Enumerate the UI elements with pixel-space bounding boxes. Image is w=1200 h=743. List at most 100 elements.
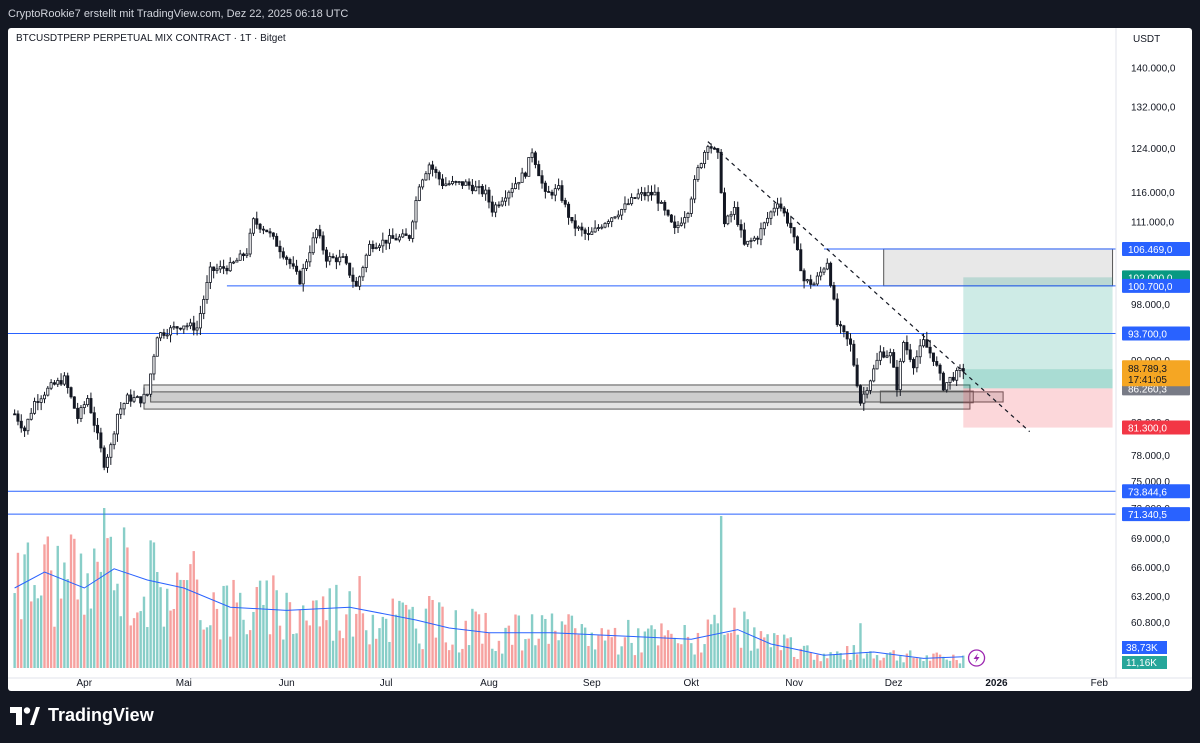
- candle[interactable]: [527, 157, 531, 177]
- candle[interactable]: [912, 357, 916, 375]
- candle[interactable]: [92, 406, 96, 433]
- candle[interactable]: [812, 281, 816, 286]
- candle[interactable]: [610, 217, 614, 228]
- candle[interactable]: [36, 394, 40, 411]
- candle[interactable]: [530, 148, 534, 163]
- candle[interactable]: [62, 372, 66, 387]
- candle[interactable]: [348, 262, 352, 278]
- candle[interactable]: [616, 210, 620, 220]
- candle[interactable]: [23, 425, 27, 437]
- candle[interactable]: [829, 261, 833, 288]
- candle[interactable]: [228, 257, 232, 272]
- candle[interactable]: [583, 227, 587, 240]
- candle[interactable]: [318, 224, 322, 239]
- candle[interactable]: [772, 202, 776, 217]
- candle[interactable]: [580, 222, 584, 237]
- candle[interactable]: [659, 200, 663, 204]
- plot-area[interactable]: [8, 141, 1116, 668]
- candle[interactable]: [958, 364, 962, 378]
- candle[interactable]: [649, 185, 653, 201]
- candle[interactable]: [457, 181, 461, 186]
- candle[interactable]: [16, 410, 20, 426]
- candle[interactable]: [411, 219, 415, 243]
- candle[interactable]: [29, 407, 33, 421]
- candle[interactable]: [378, 243, 382, 251]
- candle[interactable]: [341, 253, 345, 258]
- candle[interactable]: [878, 345, 882, 366]
- stop-price-badge[interactable]: [1122, 420, 1190, 435]
- candle[interactable]: [623, 196, 627, 213]
- candle[interactable]: [314, 228, 318, 244]
- candle[interactable]: [66, 372, 70, 394]
- candle[interactable]: [470, 179, 474, 195]
- candle[interactable]: [882, 347, 886, 359]
- candle[interactable]: [520, 167, 524, 183]
- candle[interactable]: [822, 267, 826, 276]
- candle[interactable]: [215, 263, 219, 274]
- candle[interactable]: [533, 150, 537, 169]
- candle[interactable]: [401, 229, 405, 239]
- candle[interactable]: [106, 454, 110, 473]
- candle[interactable]: [921, 333, 925, 348]
- candle[interactable]: [99, 427, 103, 453]
- candle[interactable]: [779, 197, 783, 212]
- candle[interactable]: [298, 269, 302, 285]
- candle[interactable]: [397, 233, 401, 243]
- candle[interactable]: [265, 229, 269, 233]
- candle[interactable]: [431, 160, 435, 177]
- candle[interactable]: [338, 249, 342, 266]
- candle[interactable]: [291, 256, 295, 270]
- candle[interactable]: [868, 379, 872, 395]
- candle[interactable]: [484, 184, 488, 201]
- candle[interactable]: [746, 240, 750, 247]
- candle[interactable]: [666, 209, 670, 217]
- candle[interactable]: [182, 325, 186, 334]
- candle[interactable]: [560, 180, 564, 203]
- candle[interactable]: [596, 224, 600, 232]
- candle[interactable]: [776, 197, 780, 216]
- candle[interactable]: [242, 252, 246, 261]
- candle[interactable]: [955, 367, 959, 386]
- candle[interactable]: [384, 239, 388, 250]
- candle[interactable]: [902, 340, 906, 364]
- candle[interactable]: [537, 160, 541, 177]
- candle[interactable]: [938, 363, 942, 381]
- candle[interactable]: [752, 235, 756, 242]
- candle[interactable]: [69, 386, 73, 399]
- tradingview-logo[interactable]: TradingView: [10, 705, 154, 726]
- candle[interactable]: [785, 209, 789, 227]
- candle[interactable]: [908, 343, 912, 363]
- candle[interactable]: [159, 331, 163, 342]
- candle[interactable]: [368, 240, 372, 256]
- candle[interactable]: [756, 235, 760, 245]
- candle[interactable]: [208, 261, 212, 290]
- zone-box-1[interactable]: [150, 391, 1004, 403]
- candle[interactable]: [769, 210, 773, 226]
- candle[interactable]: [26, 418, 30, 435]
- candle[interactable]: [162, 328, 166, 339]
- candle[interactable]: [749, 237, 753, 249]
- candle[interactable]: [480, 183, 484, 197]
- candle[interactable]: [56, 377, 60, 388]
- candle[interactable]: [414, 196, 418, 230]
- candle[interactable]: [782, 206, 786, 217]
- candle[interactable]: [693, 175, 697, 204]
- zone-box-0[interactable]: [143, 384, 971, 410]
- candle[interactable]: [308, 245, 312, 267]
- candle[interactable]: [417, 184, 421, 202]
- candle[interactable]: [872, 364, 876, 383]
- level-badge-93700[interactable]: [1122, 326, 1190, 341]
- candle[interactable]: [716, 147, 720, 159]
- candle[interactable]: [407, 234, 411, 242]
- candle[interactable]: [305, 259, 309, 272]
- candle[interactable]: [86, 394, 90, 407]
- candle[interactable]: [205, 275, 209, 304]
- candle[interactable]: [606, 219, 610, 228]
- candle[interactable]: [222, 259, 226, 275]
- candle[interactable]: [875, 352, 879, 370]
- candle[interactable]: [586, 226, 590, 241]
- candle[interactable]: [125, 392, 129, 404]
- candle[interactable]: [683, 211, 687, 229]
- candle[interactable]: [212, 266, 216, 279]
- candle[interactable]: [722, 187, 726, 228]
